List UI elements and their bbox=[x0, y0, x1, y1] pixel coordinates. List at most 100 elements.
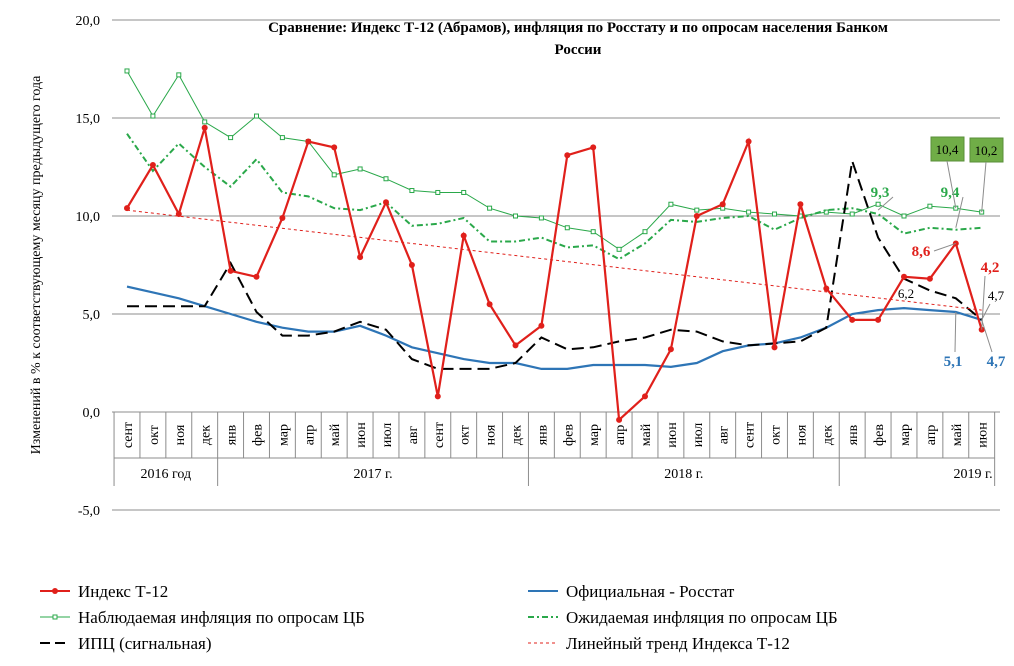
data-point bbox=[228, 135, 234, 141]
month-label: мар bbox=[276, 424, 291, 446]
month-label: авг bbox=[406, 425, 421, 444]
data-point bbox=[849, 316, 856, 323]
data-point bbox=[435, 189, 441, 195]
legend: Индекс Т-12 Официальная - Росстат Наблюдае… bbox=[40, 582, 838, 653]
data-point bbox=[357, 254, 364, 261]
month-label: сент bbox=[743, 422, 758, 448]
data-label: 6,2 bbox=[898, 286, 914, 301]
legend-label: Линейный тренд Индекса Т-12 bbox=[566, 634, 790, 653]
legend-label: Официальная - Росстат bbox=[566, 582, 735, 601]
data-point bbox=[745, 138, 752, 145]
data-point bbox=[797, 201, 804, 208]
y-axis-ticks: -5,0 0,0 5,0 10,0 15,0 20,0 bbox=[76, 14, 101, 519]
month-label: июн bbox=[665, 422, 680, 448]
month-label: сент bbox=[432, 422, 447, 448]
data-point bbox=[305, 138, 312, 145]
data-label: 10,2 bbox=[975, 143, 998, 158]
month-label: фев bbox=[872, 424, 887, 446]
data-label: 4,2 bbox=[981, 260, 1000, 276]
leader-line bbox=[946, 160, 957, 209]
data-point bbox=[487, 205, 493, 211]
data-point bbox=[513, 213, 518, 219]
data-point bbox=[201, 124, 208, 131]
data-point bbox=[875, 316, 882, 323]
month-label: май bbox=[950, 423, 965, 446]
leader-line bbox=[933, 242, 956, 252]
x-axis: сент окт ноя дек янв фев мар апр май июн июл авг сен… bbox=[113, 412, 996, 486]
legend-label: Наблюдаемая инфляция по опросам ЦБ bbox=[78, 608, 365, 627]
month-label: янв bbox=[846, 424, 861, 445]
leader-line bbox=[955, 196, 964, 228]
data-point bbox=[175, 211, 182, 218]
month-label: сент bbox=[121, 422, 136, 448]
data-point bbox=[642, 229, 648, 235]
data-point bbox=[746, 209, 752, 215]
data-point bbox=[227, 267, 234, 274]
data-point bbox=[875, 201, 881, 207]
data-label: 4,7 bbox=[988, 288, 1005, 303]
month-label: апр bbox=[924, 425, 939, 446]
legend-label: Ожидаемая инфляция по опросам ЦБ bbox=[566, 608, 838, 627]
data-point bbox=[124, 205, 130, 212]
data-point bbox=[279, 135, 285, 141]
year-label: 2019 г. bbox=[953, 467, 992, 482]
legend-marker bbox=[52, 588, 58, 594]
data-point bbox=[461, 189, 467, 195]
month-label: июл bbox=[691, 423, 706, 448]
month-label: янв bbox=[225, 424, 240, 445]
month-label: окт bbox=[769, 425, 784, 445]
month-label: авг bbox=[717, 425, 732, 444]
data-point bbox=[668, 201, 674, 207]
data-point bbox=[616, 416, 623, 423]
data-point bbox=[823, 285, 830, 292]
month-label: фев bbox=[561, 424, 576, 446]
data-point bbox=[279, 214, 286, 221]
y-tick-label: -5,0 bbox=[78, 504, 100, 519]
month-label: апр bbox=[302, 425, 317, 446]
legend-label: ИПЦ (сигнальная) bbox=[78, 634, 212, 653]
month-label: дек bbox=[199, 425, 214, 445]
data-point bbox=[694, 207, 700, 213]
y-tick-label: 0,0 bbox=[83, 406, 101, 421]
year-label: 2018 г. bbox=[664, 467, 703, 482]
data-point bbox=[926, 275, 933, 282]
data-point bbox=[383, 176, 389, 182]
year-label: 2017 г. bbox=[353, 467, 392, 482]
data-point bbox=[357, 166, 363, 172]
month-label: окт bbox=[147, 425, 162, 445]
month-label: май bbox=[639, 423, 654, 446]
data-point bbox=[149, 162, 156, 169]
data-point bbox=[564, 225, 570, 231]
leader-line bbox=[954, 312, 957, 353]
month-label: мар bbox=[587, 424, 602, 446]
data-point bbox=[590, 229, 596, 235]
data-point bbox=[512, 342, 519, 349]
y-tick-label: 10,0 bbox=[76, 210, 101, 225]
data-point bbox=[538, 322, 545, 329]
month-label: окт bbox=[458, 425, 473, 445]
data-point bbox=[927, 203, 933, 209]
year-label: 2016 год bbox=[141, 467, 192, 482]
data-point bbox=[667, 346, 674, 353]
data-point bbox=[202, 119, 208, 125]
month-label: дек bbox=[510, 425, 525, 445]
month-label: апр bbox=[613, 425, 628, 446]
data-point bbox=[538, 215, 544, 221]
data-point bbox=[564, 152, 571, 159]
month-label: ноя bbox=[173, 424, 188, 445]
month-label: июл bbox=[380, 423, 395, 448]
series-line bbox=[127, 160, 983, 370]
data-point bbox=[642, 393, 648, 400]
data-label: 9,3 bbox=[871, 185, 890, 201]
month-label: май bbox=[328, 423, 343, 446]
data-point bbox=[434, 393, 441, 400]
data-point bbox=[486, 301, 493, 308]
data-label: 5,1 bbox=[944, 354, 963, 370]
data-point bbox=[616, 246, 622, 252]
data-point bbox=[901, 273, 907, 280]
month-label: июн bbox=[354, 422, 369, 448]
month-label: июн bbox=[976, 422, 991, 448]
data-point bbox=[254, 113, 259, 119]
data-point bbox=[771, 344, 778, 351]
